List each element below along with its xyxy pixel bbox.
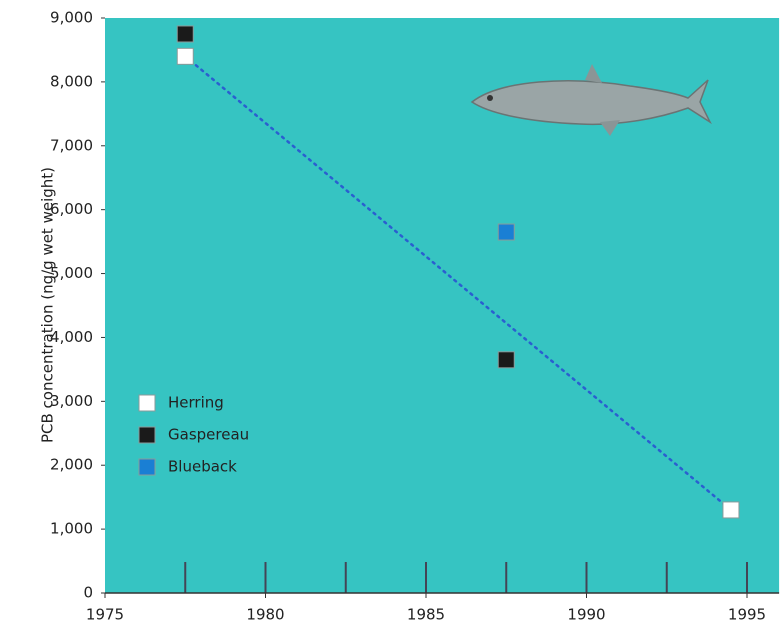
legend-label: Herring	[168, 394, 224, 412]
legend-swatch	[138, 394, 156, 412]
y-tick-label: 7,000	[50, 136, 93, 154]
point	[176, 25, 194, 43]
y-tick-label: 0	[83, 584, 93, 602]
y-tick-label: 6,000	[50, 200, 93, 218]
y-tick-label: 1,000	[50, 520, 93, 538]
point	[497, 223, 515, 241]
point	[497, 351, 515, 369]
y-tick-label: 5,000	[50, 264, 93, 282]
trend-line	[184, 55, 733, 512]
fish-body	[470, 79, 712, 126]
fish-illustration	[470, 64, 712, 136]
y-tick-label: 9,000	[50, 9, 93, 27]
point	[176, 47, 194, 65]
y-tick-label: 8,000	[50, 72, 93, 90]
legend-swatch	[138, 458, 156, 476]
y-tick-label: 3,000	[50, 392, 93, 410]
legend-swatch	[138, 426, 156, 444]
x-tick-label: 1975	[86, 606, 124, 624]
y-tick-label: 4,000	[50, 328, 93, 346]
y-axis-label: PCB concentration (ng/g wet weight)	[39, 167, 57, 443]
x-tick-label: 1985	[407, 606, 445, 624]
y-tick-label: 2,000	[50, 456, 93, 474]
fish-fin	[600, 120, 620, 136]
x-tick-label: 1980	[246, 606, 284, 624]
fish-eye	[487, 95, 493, 101]
point	[722, 501, 740, 519]
legend-label: Gaspereau	[168, 426, 249, 444]
x-tick-label: 1995	[728, 606, 766, 624]
legend-label: Blueback	[168, 458, 237, 476]
fish-fin	[585, 64, 602, 83]
x-tick-label: 1990	[567, 606, 605, 624]
